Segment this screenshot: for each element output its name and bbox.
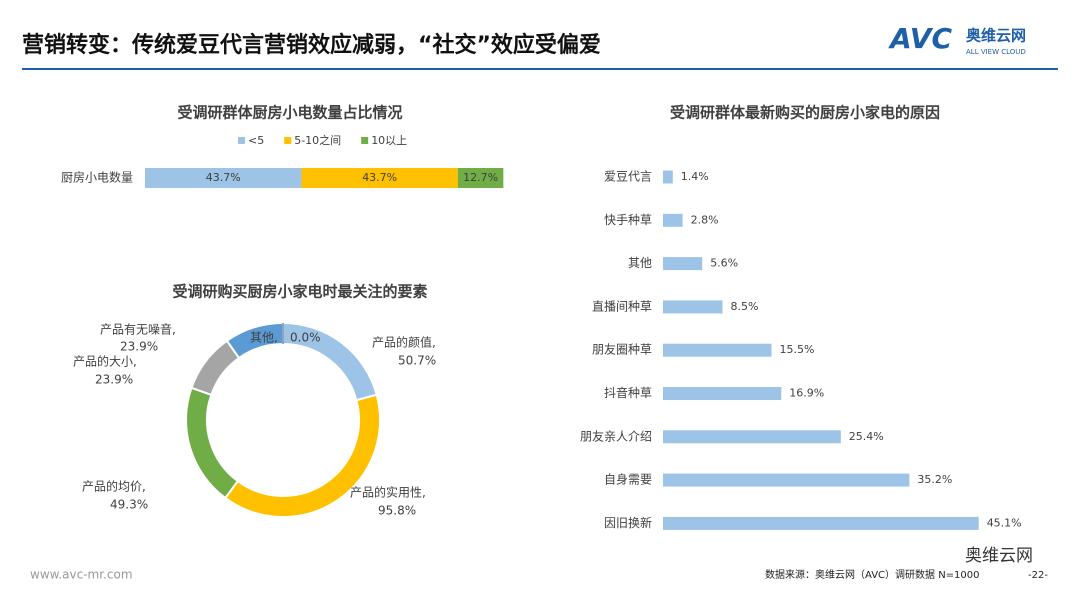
bar xyxy=(663,343,772,357)
slice-value: 23.9% xyxy=(120,340,158,354)
value-label: 5.6% xyxy=(710,257,738,270)
slice-value: 95.8% xyxy=(378,504,416,518)
category-label: 朋友亲人介绍 xyxy=(580,429,652,443)
bar xyxy=(663,170,673,184)
logo-tagline: ALL VIEW CLOUD xyxy=(966,48,1026,56)
donut-segment xyxy=(185,386,240,500)
value-label: 2.8% xyxy=(691,213,719,226)
footer-page: -22- xyxy=(1028,570,1048,581)
legend-label: 10以上 xyxy=(371,134,407,147)
bar xyxy=(663,473,910,487)
legend-swatch xyxy=(361,137,369,144)
slice-label: 产品的均价, xyxy=(82,479,146,494)
bar xyxy=(663,430,841,444)
category-label: 爱豆代言 xyxy=(604,170,652,184)
bar xyxy=(663,387,782,400)
value-label: 8.5% xyxy=(731,300,759,313)
value-label: 1.4% xyxy=(681,170,709,183)
slice-label: 其他, xyxy=(250,331,278,345)
legend-label: <5 xyxy=(248,134,264,147)
category-label: 因旧换新 xyxy=(604,515,652,530)
category-label: 朋友圈种草 xyxy=(592,343,652,357)
slice-label: 产品有无噪音, xyxy=(100,322,176,337)
value-label: 43.7% xyxy=(206,171,241,184)
bar xyxy=(663,257,703,271)
category-label: 自身需要 xyxy=(604,472,652,487)
chart-title: 受调研购买厨房小家电时最关注的要素 xyxy=(172,283,427,301)
value-label: 45.1% xyxy=(987,516,1022,529)
value-label: 35.2% xyxy=(917,473,952,486)
chart-title: 受调研群体厨房小电数量占比情况 xyxy=(177,104,402,122)
wechat-name: 奥维云网 xyxy=(965,546,1033,566)
bar-segment xyxy=(145,168,302,188)
value-label: 25.4% xyxy=(849,430,884,443)
logo-name: 奥维云网 xyxy=(966,27,1026,45)
slice-value: 23.9% xyxy=(95,373,133,387)
category-label: 其他 xyxy=(628,256,652,270)
slide-title: 营销转变：传统爱豆代言营销效应减弱，“社交”效应受偏爱 xyxy=(22,32,601,58)
value-label: 12.7% xyxy=(463,171,498,184)
bar xyxy=(663,213,683,227)
slice-label: 产品的颜值, xyxy=(372,335,436,350)
category-label: 厨房小电数量 xyxy=(61,170,133,185)
category-label: 快手种草 xyxy=(604,213,652,227)
chart-title: 受调研群体最新购买的厨房小家电的原因 xyxy=(670,104,940,122)
footer-source: 数据来源：奥维云网（AVC）调研数据 N=1000 xyxy=(765,568,980,581)
value-label: 43.7% xyxy=(362,171,397,184)
slice-value: 0.0% xyxy=(290,331,321,345)
slice-value: 49.3% xyxy=(110,498,148,512)
slice-label: 产品的大小, xyxy=(73,354,137,369)
slice-value: 50.7% xyxy=(398,354,436,368)
value-label: 15.5% xyxy=(780,343,815,356)
legend-swatch xyxy=(284,137,292,144)
bar xyxy=(663,300,723,314)
category-label: 抖音种草 xyxy=(604,385,652,400)
legend-swatch xyxy=(238,137,245,144)
value-label: 16.9% xyxy=(789,387,824,400)
bar-segment xyxy=(457,168,504,188)
footer-site: www.avc-mr.com xyxy=(30,568,133,582)
bar-segment xyxy=(301,168,458,188)
legend-label: 5-10之间 xyxy=(294,133,341,147)
bar xyxy=(663,516,979,530)
category-label: 直播间种草 xyxy=(592,299,652,313)
slice-label: 产品的实用性, xyxy=(350,485,426,500)
logo-brand: AVC xyxy=(888,22,952,55)
